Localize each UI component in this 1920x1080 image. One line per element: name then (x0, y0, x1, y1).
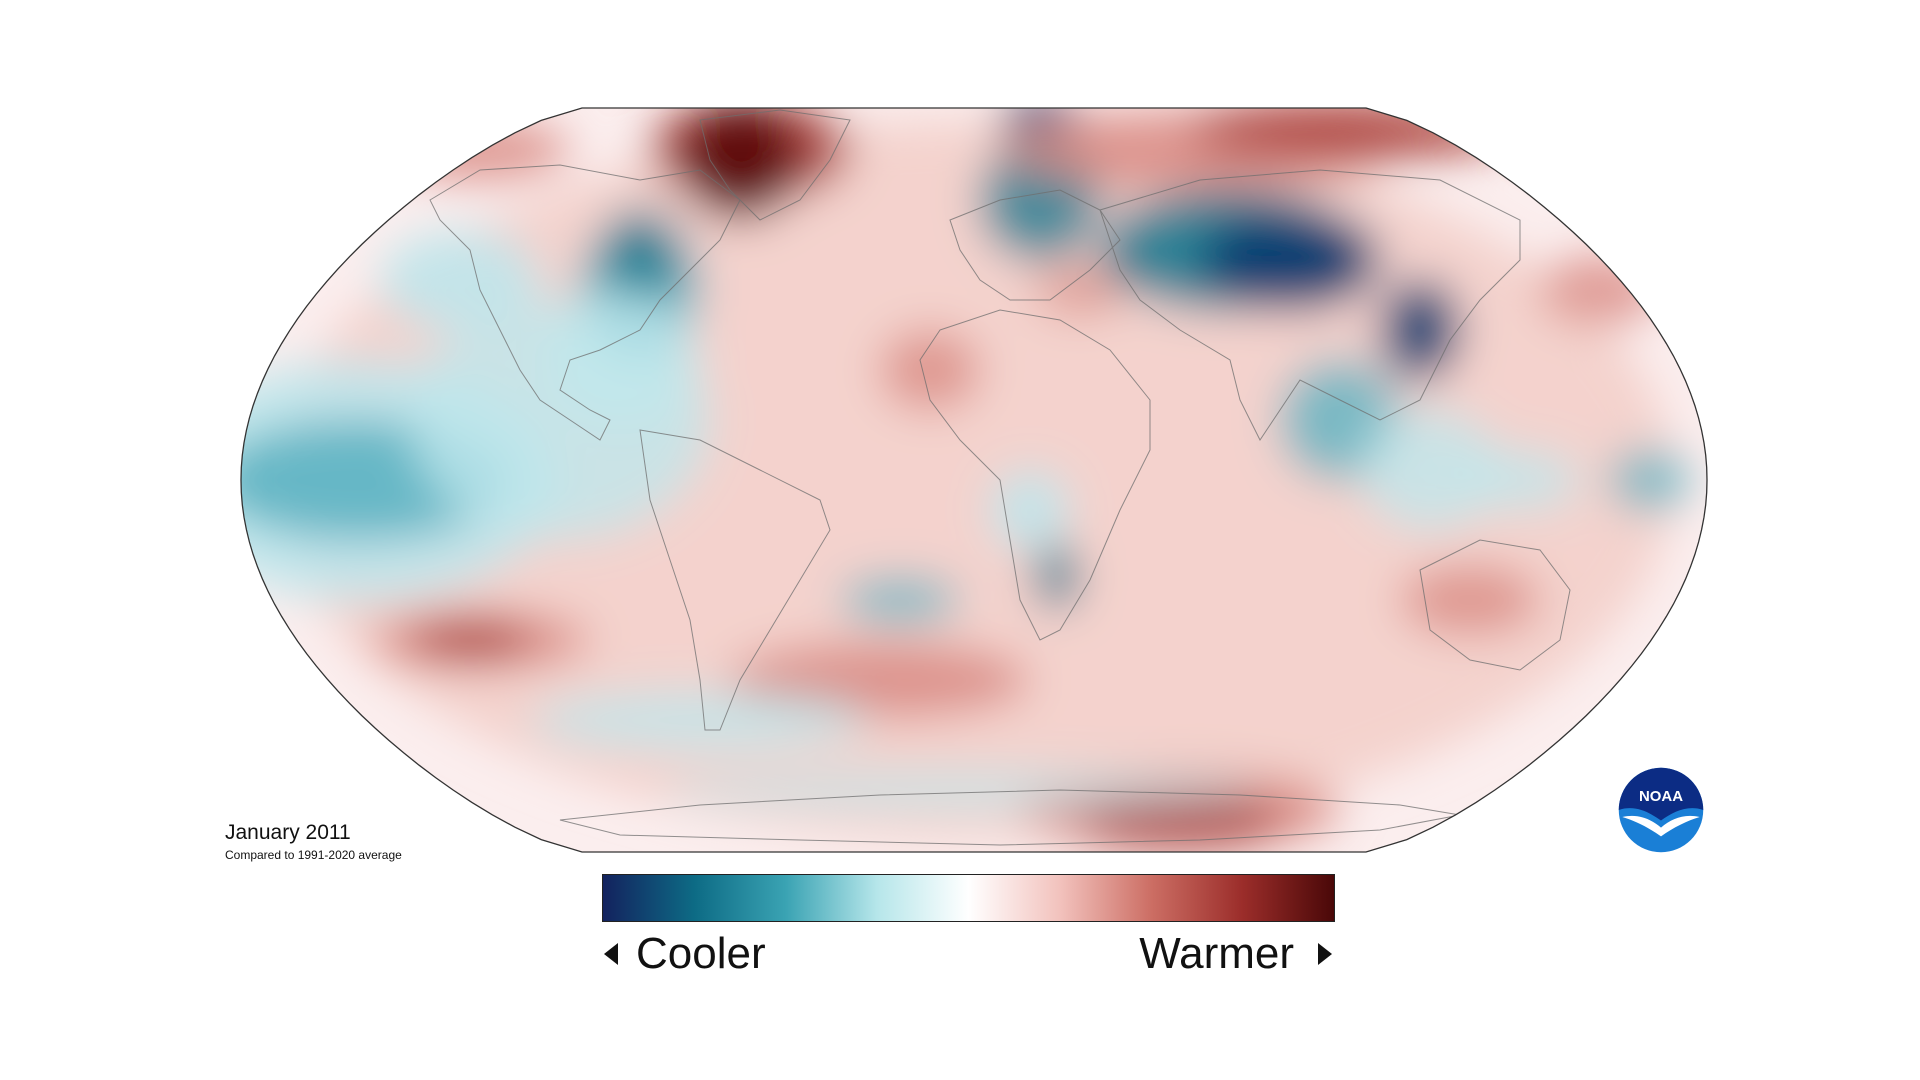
anomaly-blob (880, 330, 980, 410)
anomaly-blob (1360, 410, 1500, 530)
anomaly-blob (1035, 265, 1125, 315)
anomaly-field (241, 108, 1707, 852)
anomaly-blobs (241, 108, 1690, 850)
anomaly-blob (530, 690, 870, 750)
anomaly-blob (410, 620, 530, 660)
continent-outline (919, 309, 1151, 641)
anomaly-blob (680, 108, 800, 220)
continent-outline (949, 189, 1121, 301)
anomaly-blob (1035, 545, 1079, 609)
anomaly-blob (1380, 280, 1460, 380)
anomaly-blob (1400, 565, 1540, 635)
anomaly-blob (1610, 450, 1690, 510)
anomaly-blob (660, 770, 1260, 810)
anomaly-blob (840, 578, 960, 622)
anomaly-blob (540, 290, 700, 430)
anomaly-blob (1460, 450, 1580, 510)
arrow-left-icon (604, 943, 618, 965)
anomaly-blob (990, 470, 1070, 550)
anomaly-blob (600, 210, 680, 310)
continent-outline (1099, 169, 1521, 441)
map-subtitle: Compared to 1991-2020 average (225, 848, 402, 862)
anomaly-blob (1200, 210, 1380, 310)
globe-outline (240, 107, 1708, 853)
anomaly-blob (1540, 255, 1660, 325)
noaa-logo: NOAA (1618, 767, 1704, 853)
color-scale-bar (602, 874, 1335, 922)
anomaly-blob (1190, 108, 1510, 160)
continent-outline (639, 429, 831, 731)
anomaly-blob (380, 230, 540, 330)
map-title: January 2011 (225, 821, 351, 844)
warmer-label: Warmer (1139, 929, 1294, 978)
noaa-logo-text: NOAA (1639, 788, 1683, 805)
continent-outline (699, 109, 851, 221)
continent-outline (429, 164, 741, 441)
anomaly-blob (1080, 795, 1280, 845)
arrow-right-icon (1318, 943, 1332, 965)
anomaly-blob (390, 120, 570, 180)
cooler-label: Cooler (636, 929, 766, 978)
continent-outline (1419, 539, 1571, 671)
